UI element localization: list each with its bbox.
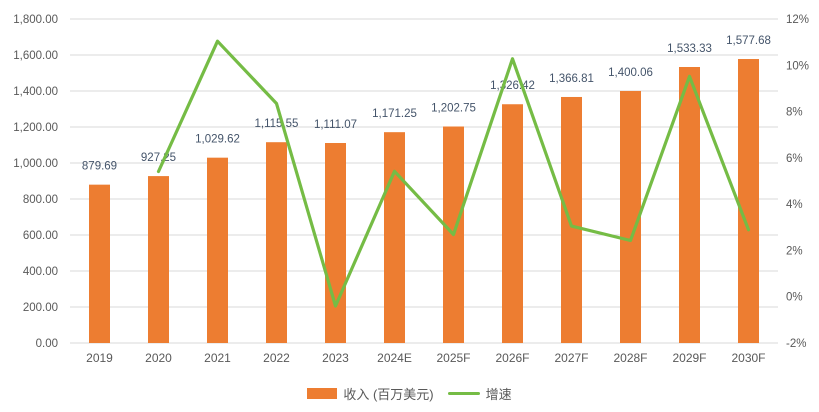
bar-value-label: 1,202.75 bbox=[431, 103, 476, 115]
y-axis-left-tick-label: 1,000.00 bbox=[13, 158, 58, 170]
y-axis-left-tick-label: 1,400.00 bbox=[13, 86, 58, 98]
x-axis-tick-label: 2027F bbox=[554, 351, 588, 365]
growth-rate-line bbox=[156, 39, 751, 308]
bar-2024E bbox=[384, 132, 405, 343]
y-axis-right-tick-label: 8% bbox=[786, 107, 803, 119]
y-axis-left-tick-label: 1,800.00 bbox=[13, 14, 58, 26]
bar-value-label: 1,577.68 bbox=[726, 35, 771, 47]
y-axis-left-tick-label: 1,600.00 bbox=[13, 50, 58, 62]
y-axis-left-tick-label: 200.00 bbox=[23, 302, 58, 314]
bar-value-label: 1,366.81 bbox=[549, 73, 594, 85]
bar-2019 bbox=[89, 184, 110, 343]
legend-label-revenue: 收入 (百万美元) bbox=[343, 386, 434, 402]
x-axis-tick-label: 2029F bbox=[672, 351, 706, 365]
y-axis-left-tick-label: 1,200.00 bbox=[13, 122, 58, 134]
y-axis-right-tick-label: 0% bbox=[786, 292, 803, 304]
y-axis-right-tick-label: 10% bbox=[786, 60, 809, 72]
bar-2027F bbox=[561, 96, 582, 343]
y-axis-left-tick-label: 600.00 bbox=[23, 230, 58, 242]
bar-2028F bbox=[620, 90, 641, 343]
x-axis-tick-label: 2030F bbox=[731, 351, 765, 365]
x-axis-tick-label: 2020 bbox=[145, 351, 172, 365]
bar-value-label: 1,111.07 bbox=[314, 119, 357, 131]
bar-2023 bbox=[325, 143, 346, 343]
x-axis-tick-label: 2019 bbox=[86, 351, 113, 365]
y-axis-left-tick-label: 800.00 bbox=[23, 194, 58, 206]
x-axis-tick-label: 2026F bbox=[495, 351, 529, 365]
bar-2029F bbox=[679, 67, 700, 343]
legend-label-growth: 增速 bbox=[485, 386, 512, 402]
bar-value-label: 1,171.25 bbox=[372, 108, 417, 120]
chart-legend: 收入 (百万美元) 增速 bbox=[0, 381, 819, 405]
x-axis-tick-label: 2022 bbox=[263, 351, 290, 365]
x-axis-tick-label: 2021 bbox=[204, 351, 231, 365]
bar-2020 bbox=[148, 176, 169, 343]
bar-2026F bbox=[502, 104, 523, 343]
bar-value-label: 879.69 bbox=[82, 161, 117, 173]
x-axis-tick-label: 2023 bbox=[322, 351, 349, 365]
y-axis-left-tick-label: 0.00 bbox=[36, 338, 58, 350]
legend-bar-swatch bbox=[307, 387, 338, 399]
x-axis-tick-label: 2024E bbox=[377, 351, 412, 365]
bar-2030F bbox=[738, 59, 759, 343]
bar-value-label: 1,533.33 bbox=[667, 43, 712, 55]
bar-value-label: 1,326.42 bbox=[490, 80, 535, 92]
bar-value-label: 1,115.55 bbox=[255, 118, 299, 130]
legend-line-swatch bbox=[447, 391, 480, 395]
x-axis-tick-label: 2028F bbox=[613, 351, 647, 365]
y-axis-right-tick-label: 2% bbox=[786, 245, 803, 257]
y-axis-right-tick-label: 12% bbox=[786, 14, 809, 26]
y-axis-right-tick-label: 4% bbox=[786, 199, 803, 211]
bar-value-label: 1,029.62 bbox=[195, 134, 240, 146]
y-axis-right-tick-label: -2% bbox=[786, 338, 806, 350]
y-axis-left-tick-label: 400.00 bbox=[23, 266, 58, 278]
bar-2022 bbox=[266, 142, 287, 343]
bar-2021 bbox=[207, 157, 228, 343]
revenue-growth-combo-chart: 0.00 200.00 400.00 600.00 800.00 1,000.00 1,20… bbox=[13, 14, 809, 365]
y-axis-right-tick-label: 6% bbox=[786, 153, 803, 165]
x-axis-tick-label: 2025F bbox=[436, 351, 470, 365]
bar-value-label: 1,400.06 bbox=[608, 67, 653, 79]
bar-value-label: 927.25 bbox=[141, 152, 176, 164]
